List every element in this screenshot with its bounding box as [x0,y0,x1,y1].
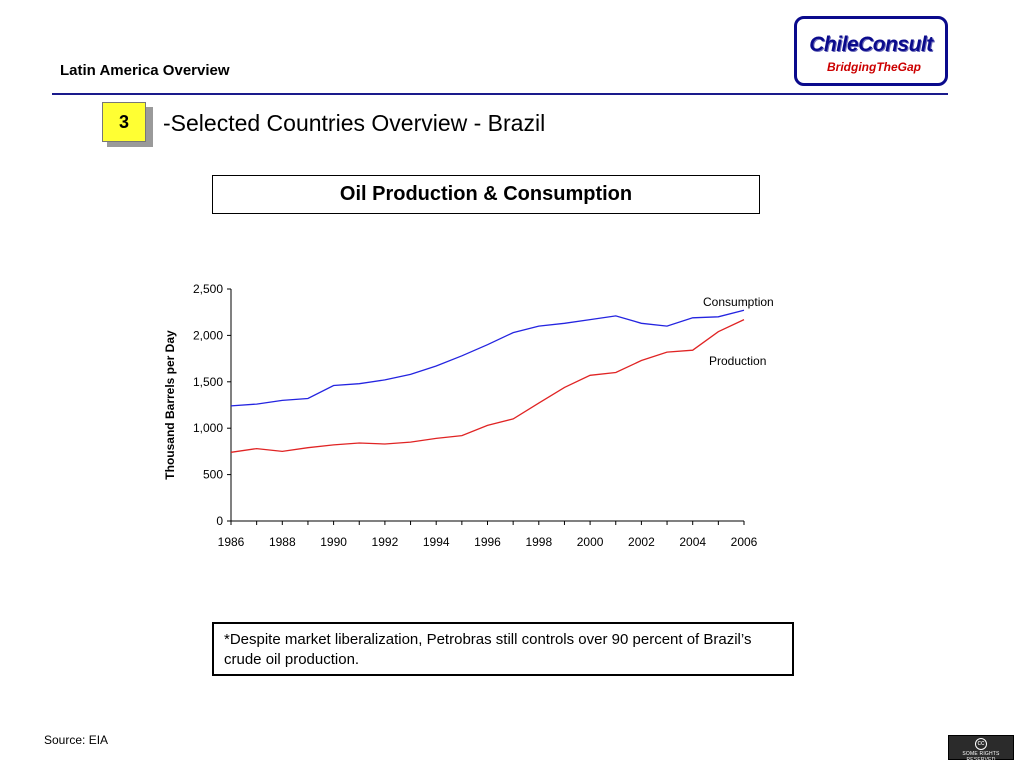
x-tick-label: 1996 [474,535,501,549]
x-tick-label: 2006 [731,535,758,549]
y-tick-label: 1,500 [193,375,223,389]
x-tick-label: 1988 [269,535,296,549]
y-tick-label: 2,000 [193,328,223,342]
series-label-consumption: Consumption [703,295,774,309]
license-text: SOME RIGHTS RESERVED [962,751,1000,763]
series-line-consumption [230,309,745,407]
x-tick-label: 1994 [423,535,450,549]
y-tick-label: 500 [203,468,223,482]
x-tick-label: 1992 [372,535,399,549]
header-divider [52,93,948,95]
company-logo: ChileConsult BridgingTheGap [794,16,948,86]
y-tick-label: 2,500 [193,282,223,296]
y-tick-label: 0 [216,514,223,528]
logo-name: ChileConsult [809,33,933,56]
x-tick-label: 2000 [577,535,604,549]
x-tick-label: 1986 [218,535,245,549]
header-title: Latin America Overview [60,62,230,79]
series-line-production [230,319,745,453]
y-axis-label: Thousand Barrels per Day [163,330,177,480]
cc-icon: cc [975,738,987,750]
section-number-badge: 3 [102,102,146,142]
logo-tagline: BridgingTheGap [827,60,921,74]
x-tick-label: 1998 [525,535,552,549]
y-tick-label: 1,000 [193,421,223,435]
x-tick-label: 2004 [679,535,706,549]
x-tick-label: 1990 [320,535,347,549]
section-title: -Selected Countries Overview - Brazil [163,110,546,136]
chart-title-box: Oil Production & Consumption [212,175,760,214]
note-text: *Despite market liberalization, Petrobra… [224,631,752,668]
source-label: Source: EIA [44,733,109,747]
series-label-production: Production [709,354,766,368]
x-tick-label: 2002 [628,535,655,549]
note-box: *Despite market liberalization, Petrobra… [212,622,794,676]
license-badge[interactable]: cc SOME RIGHTS RESERVED [948,735,1014,763]
